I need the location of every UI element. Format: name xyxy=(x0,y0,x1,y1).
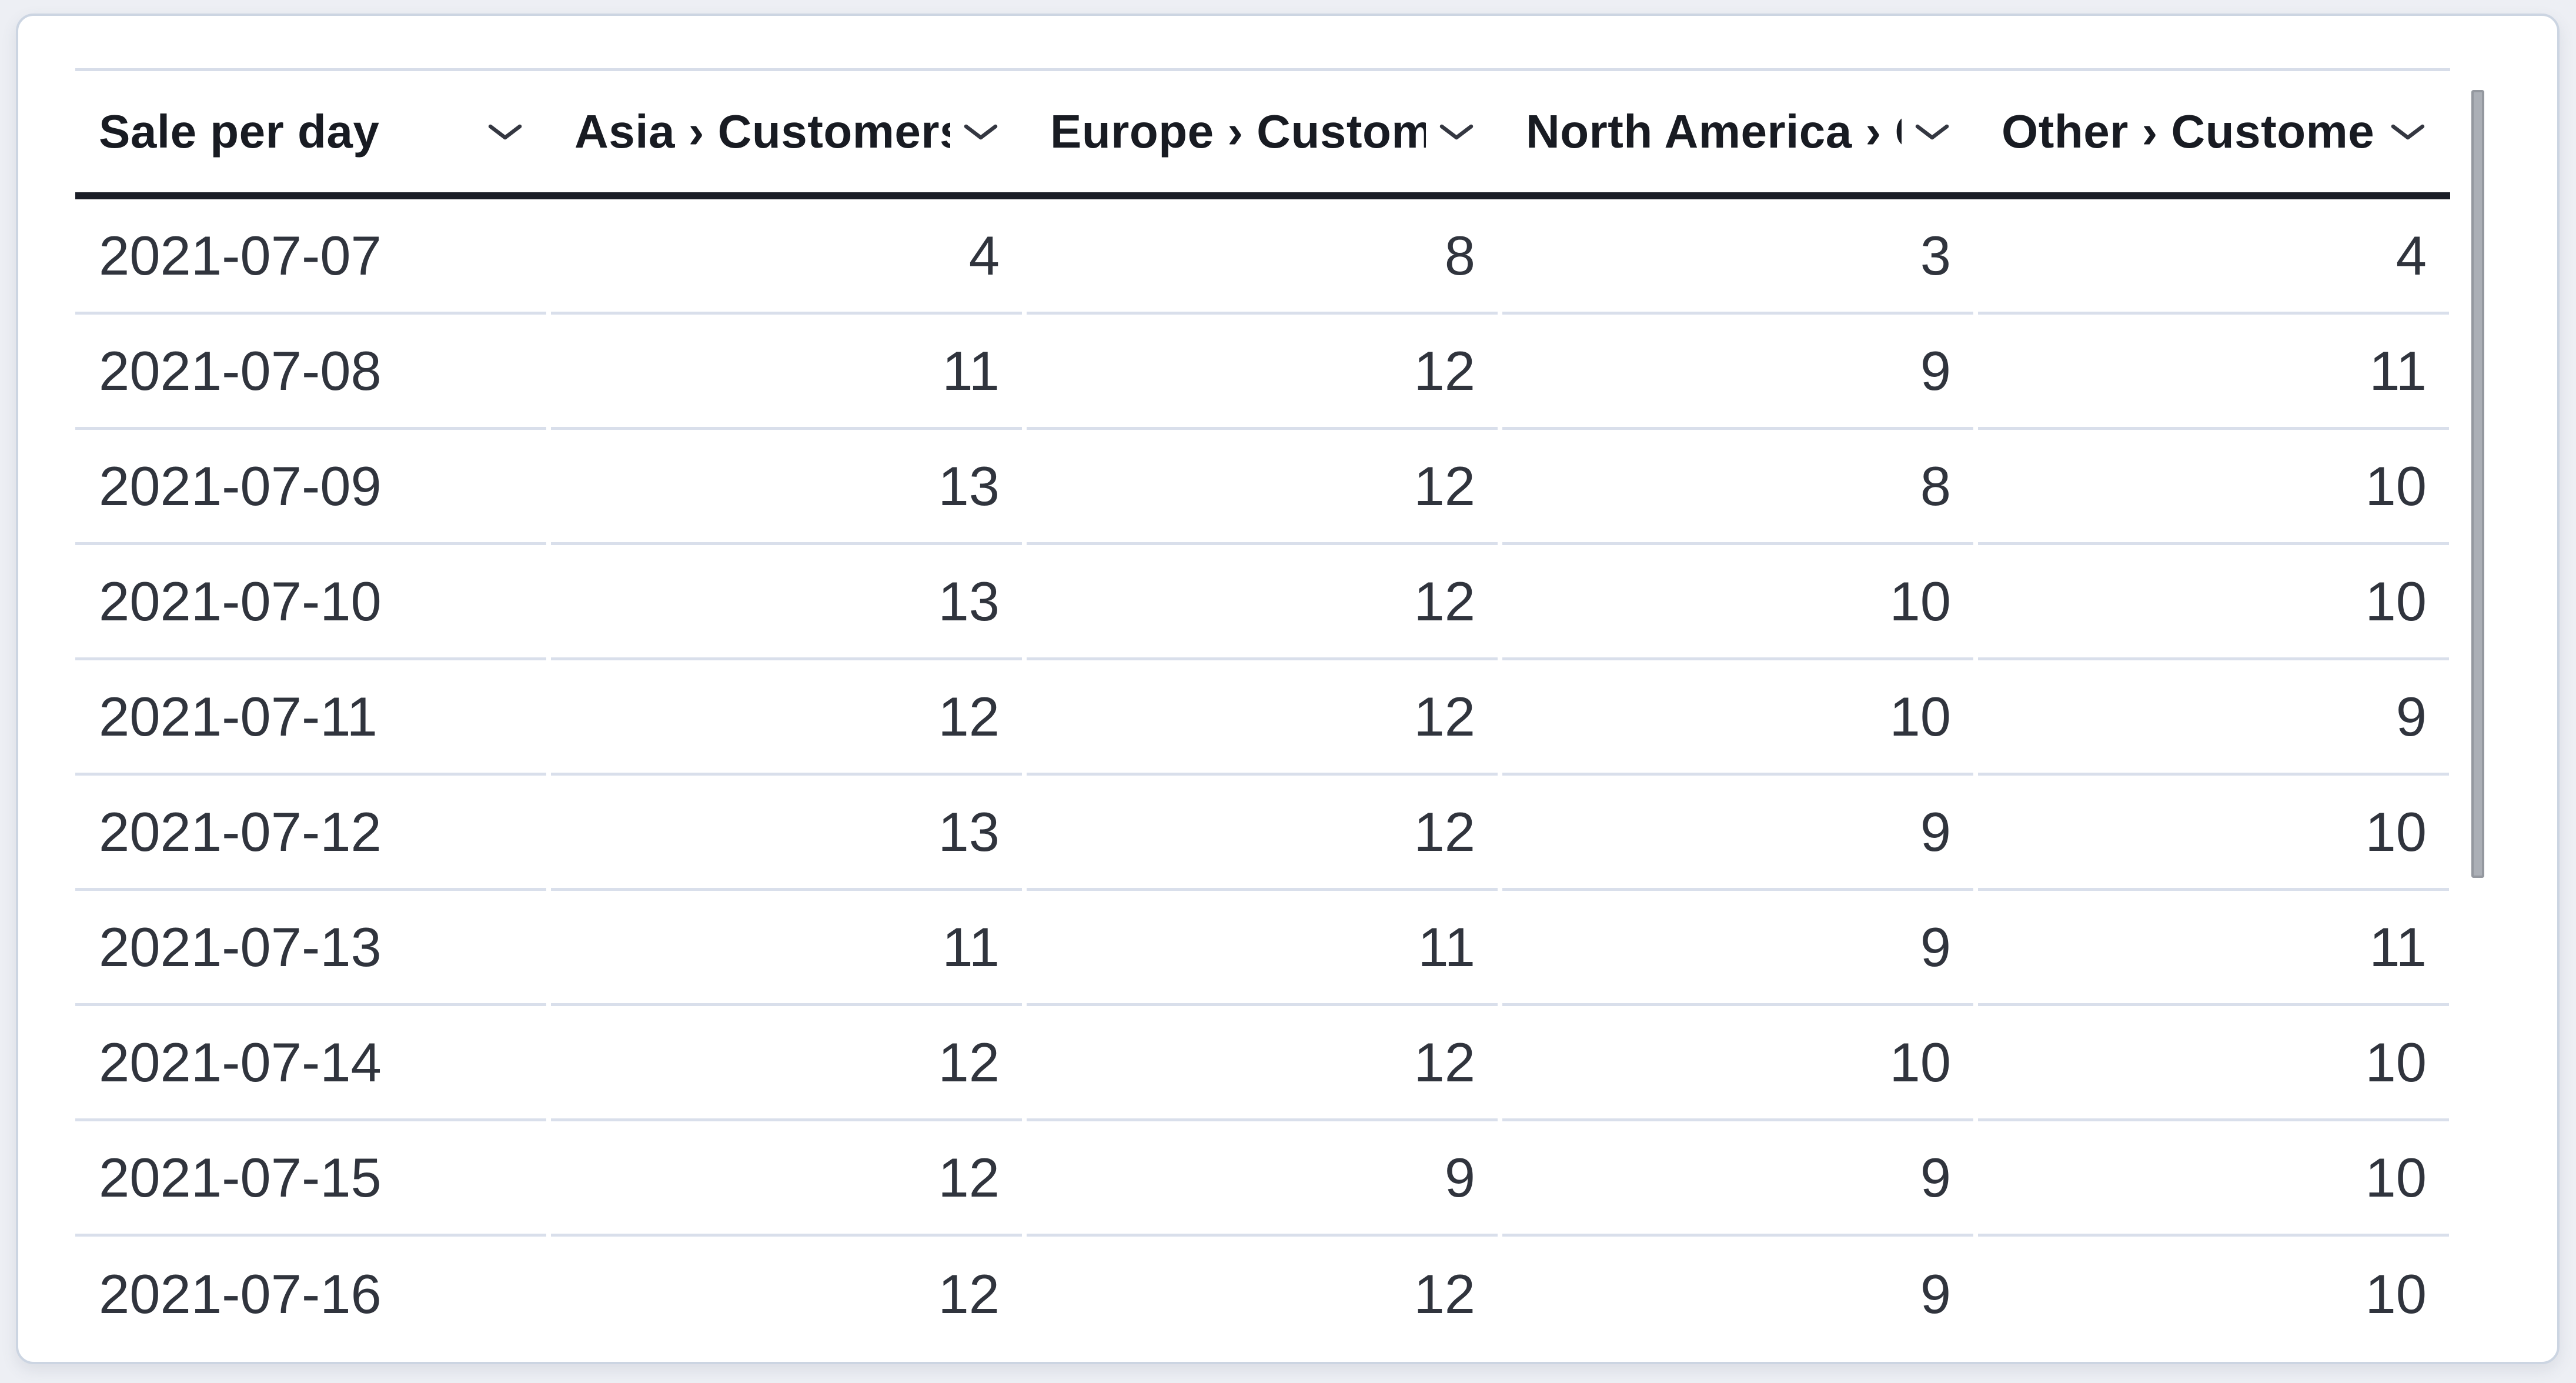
value-cell-north_america: 3 xyxy=(1502,199,1973,315)
chevron-down-icon[interactable] xyxy=(1915,122,1950,142)
column-header-europe[interactable]: Europe › Customers xyxy=(1027,71,1498,192)
chevron-down-icon[interactable] xyxy=(1439,122,1474,142)
value-cell-north_america: 10 xyxy=(1502,1006,1973,1121)
chevron-down-icon[interactable] xyxy=(487,122,523,142)
column-header-label: Europe › Customers xyxy=(1050,105,1426,158)
chevron-down-icon[interactable] xyxy=(963,122,998,142)
value-cell-europe: 9 xyxy=(1027,1121,1498,1237)
date-cell: 2021-07-14 xyxy=(75,1006,546,1121)
chevron-down-icon[interactable] xyxy=(2390,122,2425,142)
value-cell-north_america: 9 xyxy=(1502,776,1973,891)
table-row: 2021-07-10 13 12 10 10 xyxy=(75,545,2450,660)
value-cell-north_america: 9 xyxy=(1502,1121,1973,1237)
table-panel: Sale per day Asia › Customers Europe › Cus… xyxy=(16,14,2560,1364)
value-cell-north_america: 9 xyxy=(1920,1263,1951,1325)
table-row: 2021-07-07 4 8 3 4 xyxy=(75,199,2450,315)
date-cell: 2021-07-09 xyxy=(75,430,546,545)
table-row: 2021-07-15 12 9 9 10 xyxy=(75,1121,2450,1237)
value-cell-north_america: 9 xyxy=(1502,315,1973,430)
value-cell-europe: 8 xyxy=(1027,199,1498,315)
value-cell-asia: 13 xyxy=(551,430,1022,545)
value-cell-other: 4 xyxy=(1978,199,2449,315)
value-cell-other: 10 xyxy=(1978,430,2449,545)
column-header-label: Other › Customers xyxy=(2002,105,2377,158)
date-cell: 2021-07-08 xyxy=(75,315,546,430)
column-header-north_america[interactable]: North America › Customers xyxy=(1502,71,1973,192)
date-cell: 2021-07-16 xyxy=(99,1263,382,1325)
value-cell-other: 10 xyxy=(2365,1263,2427,1325)
column-header-label: North America › Customers xyxy=(1526,105,1902,158)
table-row: 2021-07-08 11 12 9 11 xyxy=(75,315,2450,430)
value-cell-asia: 11 xyxy=(551,315,1022,430)
table-row: 2021-07-11 12 12 10 9 xyxy=(75,660,2450,776)
table-body: 2021-07-07 4 8 3 4 2021-07-08 11 12 9 11 2021-07-0… xyxy=(75,199,2450,1352)
value-cell-europe: 12 xyxy=(1027,1006,1498,1121)
value-cell-other: 10 xyxy=(1978,545,2449,660)
value-cell-asia: 13 xyxy=(551,776,1022,891)
value-cell-asia: 4 xyxy=(551,199,1022,315)
column-header-label: Asia › Customers xyxy=(574,105,950,158)
value-cell-europe: 12 xyxy=(1027,776,1498,891)
value-cell-other: 10 xyxy=(1978,1006,2449,1121)
value-cell-north_america: 9 xyxy=(1502,891,1973,1006)
value-cell-asia: 12 xyxy=(551,1006,1022,1121)
value-cell-other: 11 xyxy=(1978,891,2449,1006)
value-cell-asia: 12 xyxy=(551,660,1022,776)
value-cell-europe: 12 xyxy=(1027,430,1498,545)
value-cell-asia: 13 xyxy=(551,545,1022,660)
table-row: 2021-07-16 12 12 9 10 xyxy=(75,1237,2450,1352)
date-cell: 2021-07-10 xyxy=(75,545,546,660)
column-header-label: Sale per day xyxy=(99,105,380,158)
date-cell: 2021-07-15 xyxy=(75,1121,546,1237)
value-cell-north_america: 8 xyxy=(1502,430,1973,545)
value-cell-europe: 12 xyxy=(1027,545,1498,660)
table-row: 2021-07-13 11 11 9 11 xyxy=(75,891,2450,1006)
date-cell: 2021-07-11 xyxy=(75,660,546,776)
value-cell-other: 10 xyxy=(1978,1121,2449,1237)
table-row: 2021-07-09 13 12 8 10 xyxy=(75,430,2450,545)
column-header-asia[interactable]: Asia › Customers xyxy=(551,71,1022,192)
date-cell: 2021-07-13 xyxy=(75,891,546,1006)
value-cell-other: 9 xyxy=(1978,660,2449,776)
column-header-date[interactable]: Sale per day xyxy=(75,71,546,192)
value-cell-europe: 12 xyxy=(1414,1263,1475,1325)
value-cell-asia: 12 xyxy=(551,1121,1022,1237)
value-cell-other: 11 xyxy=(1978,315,2449,430)
value-cell-europe: 12 xyxy=(1027,660,1498,776)
date-cell: 2021-07-07 xyxy=(75,199,546,315)
value-cell-north_america: 10 xyxy=(1502,545,1973,660)
value-cell-asia: 12 xyxy=(938,1263,1000,1325)
value-cell-other: 10 xyxy=(1978,776,2449,891)
date-cell: 2021-07-12 xyxy=(75,776,546,891)
vertical-scrollbar-thumb[interactable] xyxy=(2471,90,2484,878)
data-table: Sale per day Asia › Customers Europe › Cus… xyxy=(75,68,2450,1352)
value-cell-europe: 11 xyxy=(1027,891,1498,1006)
table-row: 2021-07-12 13 12 9 10 xyxy=(75,776,2450,891)
table-header-row: Sale per day Asia › Customers Europe › Cus… xyxy=(75,68,2450,199)
value-cell-europe: 12 xyxy=(1027,315,1498,430)
value-cell-asia: 11 xyxy=(551,891,1022,1006)
column-header-other[interactable]: Other › Customers xyxy=(1978,71,2449,192)
value-cell-north_america: 10 xyxy=(1502,660,1973,776)
table-row: 2021-07-14 12 12 10 10 xyxy=(75,1006,2450,1121)
